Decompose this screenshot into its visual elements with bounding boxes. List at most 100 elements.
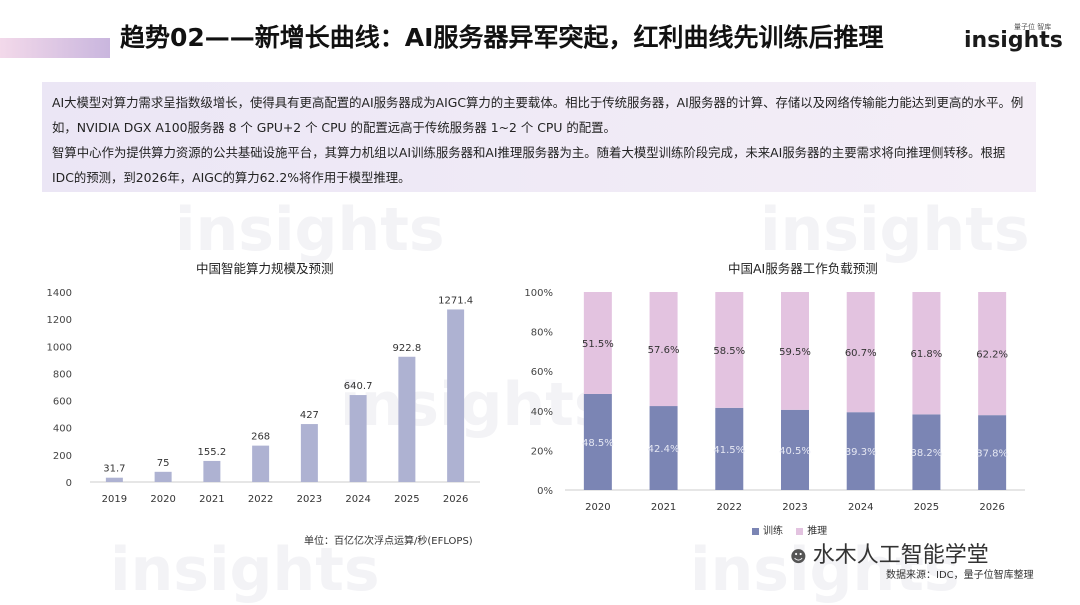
bar bbox=[349, 395, 367, 482]
data-label: 75 bbox=[157, 458, 170, 469]
inference-bar bbox=[649, 292, 678, 407]
train-data-label: 41.5% bbox=[713, 445, 745, 456]
train-bar bbox=[715, 407, 744, 490]
watermark: insights bbox=[690, 535, 960, 605]
train-bar bbox=[846, 412, 875, 490]
data-label: 640.7 bbox=[344, 381, 373, 392]
watermark: insights bbox=[760, 195, 1030, 265]
x-tick-label: 2023 bbox=[297, 494, 322, 505]
bar bbox=[300, 424, 318, 482]
intro-paragraph-2: 智算中心作为提供算力资源的公共基础设施平台，其算力机组以AI训练服务器和AI推理… bbox=[52, 145, 1006, 185]
intro-paragraph-1: AI大模型对算力需求呈指数级增长，使得具有更高配置的AI服务器成为AIGC算力的… bbox=[52, 95, 1024, 135]
legend-infer-swatch bbox=[796, 527, 804, 535]
data-label: 1271.4 bbox=[438, 295, 473, 306]
left-chart-title: 中国智能算力规模及预测 bbox=[196, 261, 334, 276]
x-tick-label: 2019 bbox=[102, 494, 127, 505]
inference-bar bbox=[583, 292, 612, 394]
x-tick-label: 2023 bbox=[782, 502, 807, 513]
title-accent-bar bbox=[0, 38, 110, 58]
logo-text: insights bbox=[964, 28, 1063, 53]
y-tick-label: 0 bbox=[66, 478, 72, 489]
data-source: 数据来源：IDC，量子位智库整理 bbox=[886, 570, 1034, 581]
y-tick-label: 1000 bbox=[47, 342, 72, 353]
x-tick-label: 2020 bbox=[150, 494, 175, 505]
inference-data-label: 59.5% bbox=[779, 347, 811, 358]
x-tick-label: 2022 bbox=[248, 494, 273, 505]
inference-data-label: 61.8% bbox=[911, 349, 943, 360]
right-chart-legend: 训练 推理 bbox=[752, 522, 827, 537]
page-title: 趋势02——新增长曲线：AI服务器异军突起，红利曲线先训练后推理 bbox=[120, 23, 884, 52]
bar bbox=[105, 477, 123, 482]
right-chart-title: 中国AI服务器工作负载预测 bbox=[728, 261, 878, 276]
y-tick-label: 800 bbox=[53, 369, 72, 380]
train-bar bbox=[912, 414, 941, 490]
computing-power-bar-chart: 0 200 400 600 800 1000 1200 1400 31.7 2019 75 2020 1… bbox=[47, 288, 480, 505]
wechat-account: ☻ 水木人工智能学堂 bbox=[790, 537, 989, 569]
x-tick-label: 2025 bbox=[914, 502, 939, 513]
train-data-label: 37.8% bbox=[976, 449, 1008, 460]
y-tick-label: 200 bbox=[53, 451, 72, 462]
bar bbox=[398, 356, 416, 482]
inference-bar bbox=[978, 292, 1007, 416]
wechat-icon: ☻ bbox=[790, 547, 807, 566]
y-tick-label: 600 bbox=[53, 397, 72, 408]
y-tick-label: 100% bbox=[524, 288, 553, 299]
intro-box: AI大模型对算力需求呈指数级增长，使得具有更高配置的AI服务器成为AIGC算力的… bbox=[42, 82, 1036, 192]
train-bar bbox=[978, 415, 1007, 490]
logo-subtitle: 量子位 智库 bbox=[1014, 23, 1052, 31]
x-tick-label: 2026 bbox=[979, 502, 1004, 513]
inference-data-label: 57.6% bbox=[648, 345, 680, 356]
inference-data-label: 51.5% bbox=[582, 339, 614, 350]
x-tick-label: 2022 bbox=[717, 502, 742, 513]
watermark: insights bbox=[340, 370, 610, 440]
data-label: 922.8 bbox=[393, 343, 422, 354]
y-tick-label: 400 bbox=[53, 424, 72, 435]
legend-train: 训练 bbox=[752, 526, 783, 537]
data-label: 31.7 bbox=[103, 464, 125, 475]
inference-bar bbox=[912, 292, 941, 415]
y-tick-label: 20% bbox=[531, 446, 553, 457]
data-label: 427 bbox=[300, 410, 319, 421]
inference-data-label: 58.5% bbox=[713, 346, 745, 357]
legend-train-swatch bbox=[752, 527, 759, 535]
legend-train-label: 训练 bbox=[763, 526, 783, 537]
bar bbox=[203, 460, 221, 482]
x-tick-label: 2020 bbox=[585, 502, 610, 513]
x-tick-label: 2024 bbox=[345, 494, 370, 505]
inference-bar bbox=[781, 292, 809, 410]
x-tick-label: 2024 bbox=[848, 502, 873, 513]
inference-bar bbox=[846, 292, 875, 413]
x-tick-label: 2025 bbox=[394, 494, 419, 505]
train-data-label: 38.2% bbox=[911, 448, 943, 459]
workload-stacked-bar-chart: 0% 20% 40% 60% 80% 100% 48.5% 51.5% 2020 42.4% 57.… bbox=[524, 288, 1025, 513]
train-data-label: 48.5% bbox=[582, 438, 614, 449]
unit-note: 单位：百亿亿次浮点运算/秒(EFLOPS) bbox=[304, 536, 473, 547]
x-tick-label: 2026 bbox=[443, 494, 468, 505]
bar bbox=[154, 471, 172, 482]
x-tick-label: 2021 bbox=[199, 494, 224, 505]
inference-bar bbox=[715, 292, 744, 408]
train-data-label: 42.4% bbox=[648, 444, 680, 455]
legend-infer-label: 推理 bbox=[807, 526, 828, 537]
train-data-label: 40.5% bbox=[779, 446, 811, 457]
y-tick-label: 40% bbox=[531, 407, 553, 418]
wechat-account-name: 水木人工智能学堂 bbox=[812, 543, 989, 568]
inference-data-label: 62.2% bbox=[976, 350, 1008, 361]
watermark: insights bbox=[110, 535, 380, 605]
bar bbox=[447, 309, 465, 482]
watermark: insights bbox=[175, 195, 445, 265]
data-label: 155.2 bbox=[198, 447, 227, 458]
legend-infer: 推理 bbox=[796, 526, 827, 537]
y-tick-label: 1200 bbox=[47, 315, 72, 326]
y-tick-label: 0% bbox=[537, 486, 553, 497]
train-bar bbox=[781, 409, 809, 490]
train-bar bbox=[649, 406, 678, 490]
insights-logo: 量子位 智库 insights bbox=[964, 22, 1063, 58]
x-tick-label: 2021 bbox=[651, 502, 676, 513]
y-tick-label: 80% bbox=[531, 328, 553, 339]
y-tick-label: 1400 bbox=[47, 288, 72, 299]
inference-data-label: 60.7% bbox=[845, 348, 877, 359]
train-data-label: 39.3% bbox=[845, 447, 877, 458]
y-tick-label: 60% bbox=[531, 367, 553, 378]
bar bbox=[252, 445, 270, 482]
